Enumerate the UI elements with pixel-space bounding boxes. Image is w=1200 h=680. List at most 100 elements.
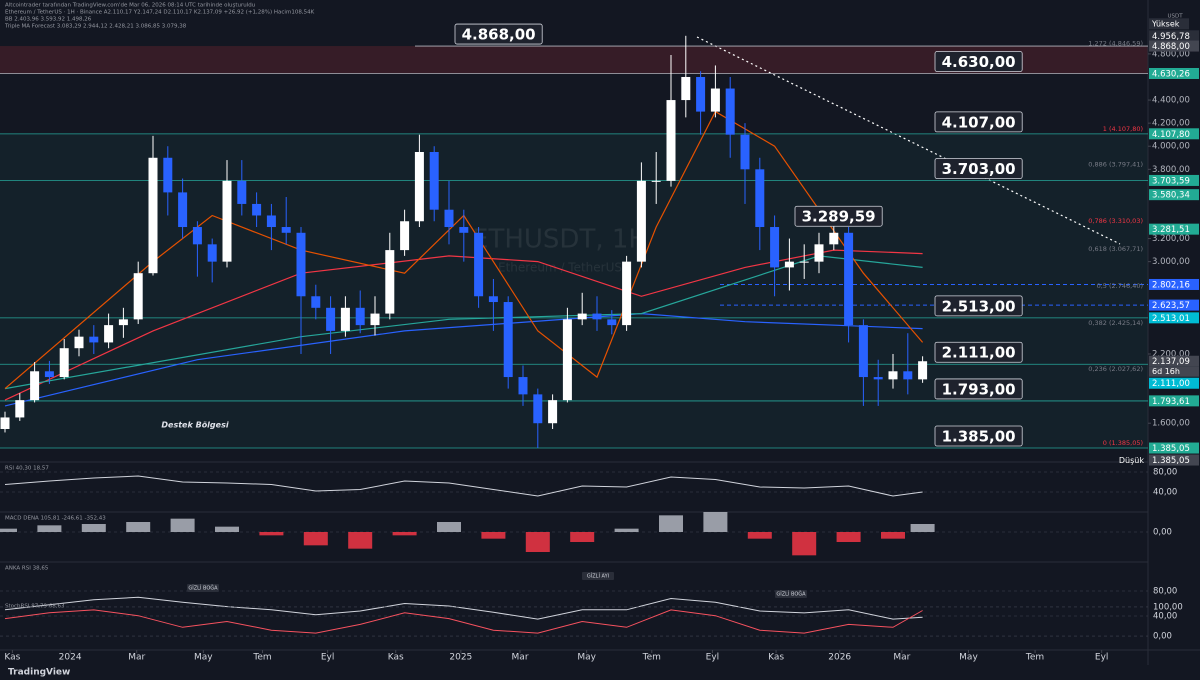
price-label: 2.802,16: [1152, 280, 1190, 290]
candle-body: [740, 134, 750, 170]
price-label-bg: [1149, 442, 1199, 454]
price-label: 3.580,34: [1152, 191, 1190, 201]
fib-label: 0,5 (2.746,40): [1097, 282, 1143, 290]
annotation-label: 2.513,00: [942, 297, 1016, 315]
price-label-bg: [1149, 278, 1199, 290]
price-label-bg: [1149, 377, 1199, 389]
fib-label: 0 (1.385,05): [1103, 439, 1143, 447]
histogram-bar: [525, 532, 550, 552]
candle-body: [799, 261, 809, 263]
y-tick-label: 40,00: [1153, 612, 1177, 622]
candle-body: [607, 319, 617, 326]
price-label: 3.703,59: [1152, 176, 1190, 186]
candle-body: [104, 325, 114, 343]
candle-body: [237, 180, 247, 204]
candle-body: [651, 180, 661, 182]
candle-body: [459, 227, 469, 233]
candle-body: [118, 319, 128, 326]
price-label: 4.956,78: [1152, 32, 1190, 42]
signal-label: GİZLİ BOĞA: [188, 585, 218, 592]
candle-body: [148, 157, 158, 274]
watermark: ETHUSDT, 1H: [472, 225, 648, 255]
indicator-line: Triple MA Forecast 3.083,29 2.944,12 2.4…: [4, 24, 187, 30]
y-tick-label: 4.200,00: [1152, 119, 1190, 129]
x-tick-label: 2025: [449, 653, 472, 663]
candle-body: [444, 209, 454, 228]
price-label: 2.623,57: [1152, 301, 1190, 311]
candle-body: [266, 215, 276, 228]
annotation-label: 2.111,00: [942, 344, 1016, 362]
annotation-label: 3.289,59: [802, 208, 876, 226]
annotation-label: 4.630,00: [942, 53, 1016, 71]
candle-body: [710, 88, 720, 112]
histogram-bar: [348, 532, 373, 549]
price-label: 2.513,01: [1152, 314, 1190, 324]
price-label-bg: [1149, 395, 1199, 407]
annotation-box: [934, 111, 1023, 133]
x-tick-label: May: [194, 653, 213, 663]
candle-body: [414, 151, 424, 222]
x-tick-label: Tem: [252, 653, 271, 663]
price-label-bg: [1149, 312, 1199, 324]
countdown-bg: [1149, 366, 1199, 377]
histogram-bar: [658, 515, 683, 532]
candle-body: [340, 307, 350, 331]
price-label: 2.111,00: [1152, 379, 1190, 389]
candle-body: [755, 169, 765, 228]
x-tick-label: 2026: [828, 653, 851, 663]
candle-body: [0, 417, 10, 429]
candle-body: [133, 273, 143, 320]
histogram-bar: [37, 525, 62, 532]
candle-body: [681, 76, 691, 101]
price-label: 4.107,80: [1152, 130, 1190, 140]
candle-body: [562, 319, 572, 401]
line: [4, 596, 923, 620]
zone-label: Destek Bölgesi: [161, 421, 228, 430]
candle-body: [844, 232, 854, 326]
candle-body: [355, 307, 365, 326]
x-tick-label: Kas: [4, 653, 20, 663]
annotation-box: [794, 205, 883, 227]
price-label-bg: [1149, 454, 1199, 466]
annotation-box: [934, 341, 1023, 363]
candle-body: [829, 232, 839, 245]
fib-label: 1,272 (4.846,59): [1088, 40, 1143, 48]
fib-label: 0,382 (2.425,14): [1088, 319, 1143, 327]
histogram-bar: [747, 532, 772, 539]
trend-line: [696, 36, 1121, 245]
histogram-bar: [170, 518, 195, 532]
line: [4, 609, 923, 634]
watermark-sub: Ethereum / TetherUS: [498, 261, 622, 275]
candle-body: [873, 377, 883, 380]
fib-label: 0,886 (3.797,41): [1088, 161, 1143, 169]
currency: USDT: [1167, 14, 1183, 20]
price-label-bg: [1149, 355, 1199, 367]
candle-body: [533, 394, 543, 424]
candle-body: [814, 244, 824, 262]
signal-bg: [187, 584, 219, 592]
fib-label: 1 (4.107,80): [1103, 125, 1143, 133]
annotation-label: 1.385,00: [942, 428, 1016, 446]
line: [4, 312, 923, 407]
price-label: 3.281,51: [1152, 225, 1190, 235]
histogram-bar: [703, 512, 728, 532]
candle-body: [858, 325, 868, 378]
high-label: Yüksek: [1151, 19, 1180, 28]
x-tick-label: Tem: [1025, 653, 1044, 663]
price-label-bg: [1149, 30, 1199, 42]
candle-body: [252, 203, 262, 216]
price-label: 1.793,61: [1152, 397, 1190, 407]
y-tick-label: 2.200,00: [1152, 349, 1190, 359]
line: [4, 475, 923, 497]
histogram-bar: [303, 532, 328, 546]
price-label: 4.630,26: [1152, 69, 1190, 79]
candle-body: [178, 192, 188, 228]
indicator-line: BB 2.403,96 3.593,92 1.498,26: [5, 17, 92, 23]
candle-body: [666, 100, 676, 181]
candle-body: [696, 76, 706, 112]
pane-title: RSI 40,30 18,57: [5, 466, 49, 472]
price-label: 4.868,00: [1152, 42, 1190, 52]
brand: TradingView: [8, 668, 70, 678]
histogram-bar: [481, 532, 506, 539]
